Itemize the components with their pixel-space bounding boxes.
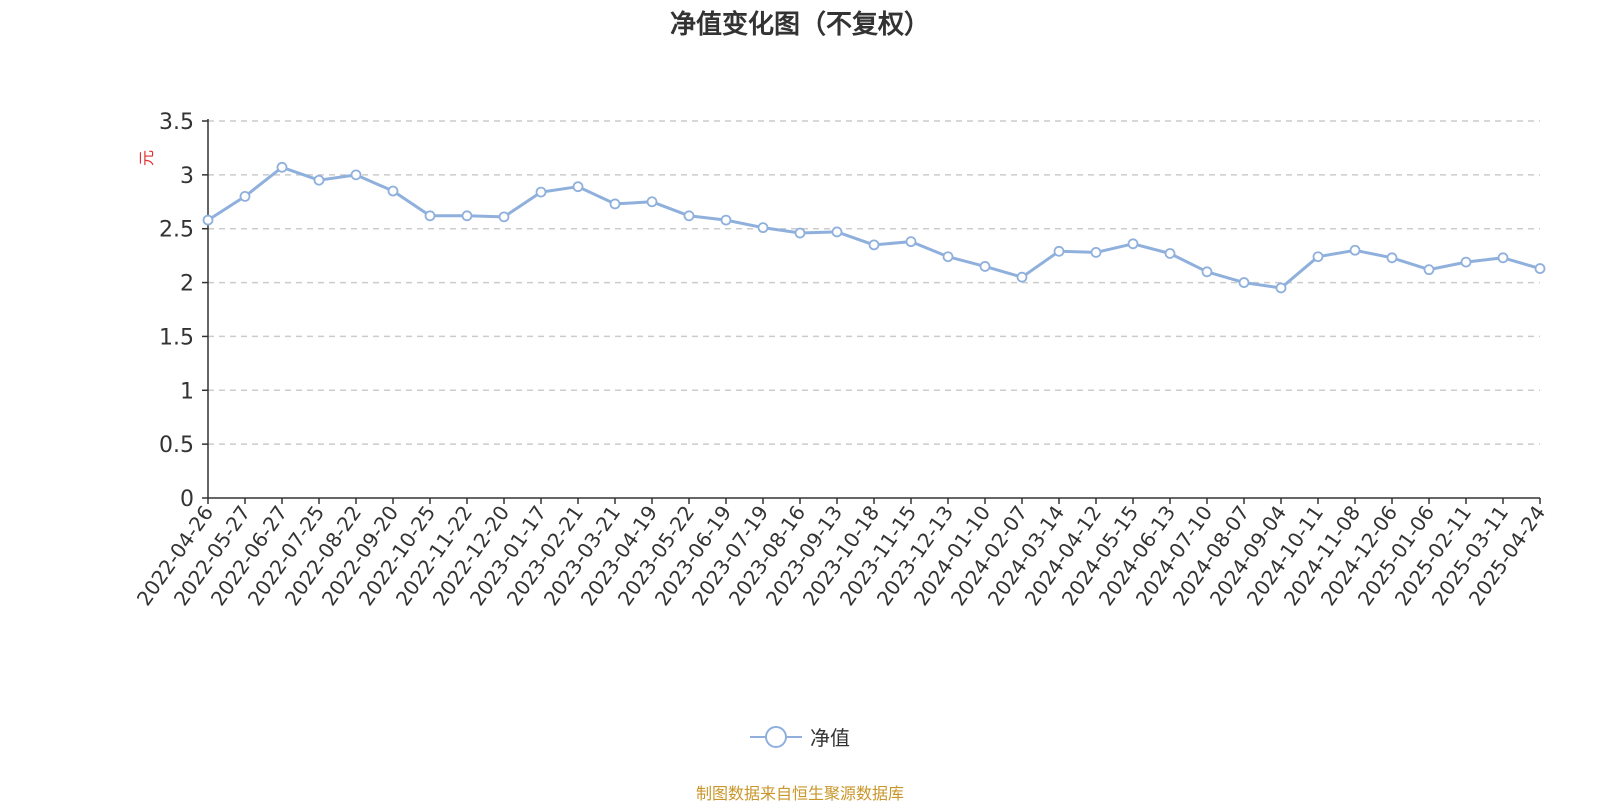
y-axis-label: 元	[137, 150, 156, 166]
data-point[interactable]	[905, 236, 917, 248]
gridlines	[208, 120, 1540, 445]
data-point[interactable]	[1238, 277, 1250, 288]
data-points	[202, 161, 1546, 294]
legend-label: 净值	[810, 726, 850, 750]
legend-line-circle-icon	[750, 724, 802, 750]
data-point[interactable]	[794, 227, 806, 239]
data-point[interactable]	[979, 261, 991, 272]
y-tick-label: 3.5	[159, 110, 194, 135]
data-point[interactable]	[498, 211, 510, 223]
data-point[interactable]	[1201, 266, 1213, 278]
y-tick-labels: 0 0.5 1 1.5 2 2.5 3 3.5	[159, 110, 194, 512]
data-point[interactable]	[1016, 271, 1028, 283]
chart-title: 净值变化图（不复权）	[669, 10, 930, 40]
y-tick-label: 3	[180, 164, 194, 189]
data-point[interactable]	[868, 239, 880, 251]
data-point[interactable]	[313, 174, 325, 186]
data-point[interactable]	[239, 190, 251, 202]
data-point[interactable]	[683, 210, 695, 222]
data-point[interactable]	[1090, 247, 1102, 258]
data-point[interactable]	[1275, 282, 1287, 294]
data-point[interactable]	[831, 226, 843, 238]
data-point[interactable]	[202, 214, 214, 226]
y-tick-label: 1	[180, 379, 194, 404]
data-point[interactable]	[1386, 252, 1398, 264]
data-point[interactable]	[1423, 264, 1435, 276]
data-point[interactable]	[1127, 238, 1139, 250]
data-point[interactable]	[424, 210, 436, 222]
data-point[interactable]	[1053, 245, 1065, 257]
data-point[interactable]	[387, 185, 399, 197]
data-point[interactable]	[1312, 251, 1324, 263]
y-tick-label: 1.5	[159, 325, 194, 350]
data-point[interactable]	[461, 210, 473, 222]
data-point[interactable]	[757, 222, 769, 234]
data-point[interactable]	[646, 196, 658, 208]
data-point[interactable]	[1460, 256, 1472, 268]
y-tick-label: 0.5	[159, 433, 194, 458]
y-tick-label: 0	[180, 487, 194, 512]
data-point[interactable]	[572, 181, 584, 193]
data-point[interactable]	[609, 198, 621, 210]
source-note: 制图数据来自恒生聚源数据库	[695, 784, 904, 803]
x-tick-labels: 2022-04-262022-05-272022-06-272022-07-25…	[132, 501, 1550, 610]
data-point[interactable]	[1164, 248, 1176, 259]
series-line-jingzhi	[207, 165, 1541, 290]
data-point[interactable]	[1349, 244, 1361, 256]
data-point[interactable]	[276, 161, 288, 173]
y-tick-label: 2.5	[159, 218, 194, 243]
y-tick-label: 2	[180, 272, 194, 297]
data-point[interactable]	[350, 169, 362, 181]
data-point[interactable]	[535, 186, 547, 198]
legend[interactable]: 净值	[0, 722, 1600, 751]
data-point[interactable]	[1534, 263, 1546, 274]
data-point[interactable]	[942, 251, 954, 263]
data-point[interactable]	[720, 214, 732, 226]
data-point[interactable]	[1497, 252, 1509, 264]
axes	[202, 119, 1541, 504]
